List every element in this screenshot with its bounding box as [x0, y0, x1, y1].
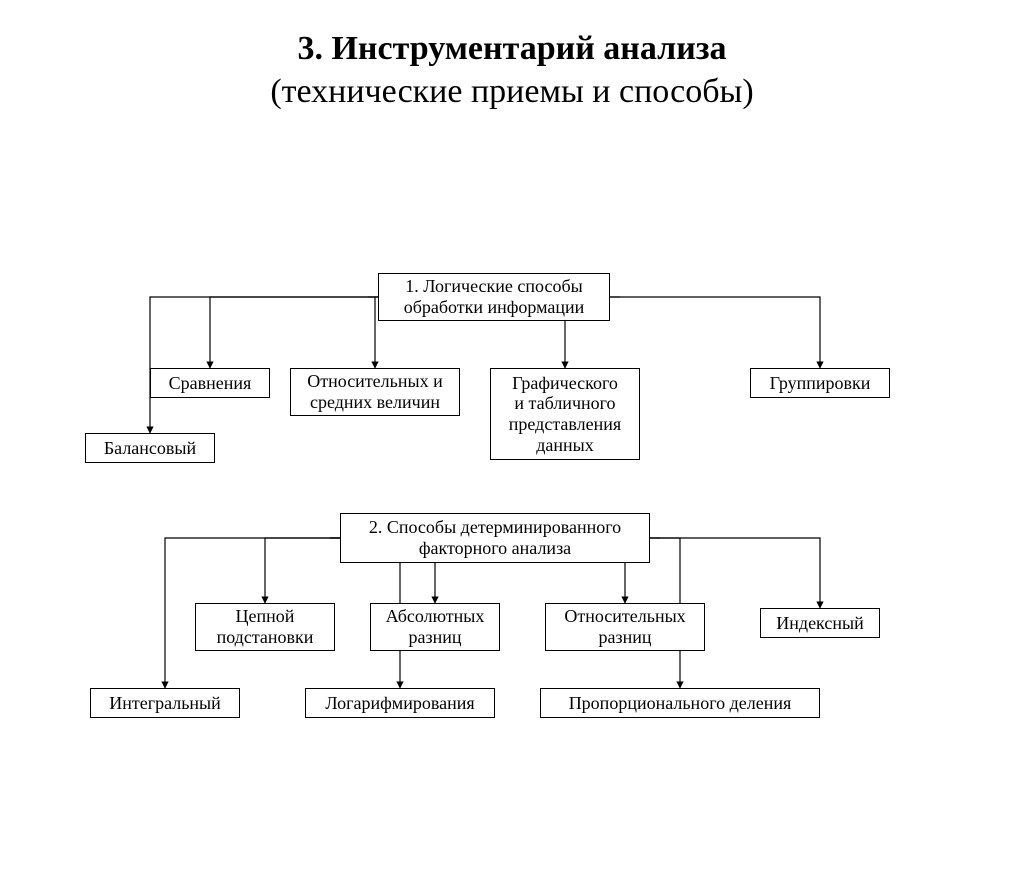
- diagram-stage: 1. Логические способыобработки информаци…: [0, 113, 1024, 880]
- node-g2-root: 2. Способы детерминированногофакторного …: [340, 513, 650, 563]
- node-g1-c4: Группировки: [750, 368, 890, 398]
- node-g2-c7: Пропорционального деления: [540, 688, 820, 718]
- edge-g2-root-to-g2-c1: [265, 538, 340, 603]
- node-g2-c2: Абсолютныхразниц: [370, 603, 500, 651]
- title-line-1: 3. Инструментарий анализа: [0, 28, 1024, 71]
- node-g2-c4: Индексный: [760, 608, 880, 638]
- edge-g1-root-to-g1-c1: [210, 297, 378, 368]
- title-line-2: (технические приемы и способы): [0, 71, 1024, 114]
- edge-layer: [0, 113, 1024, 880]
- node-g1-c3: Графическогои табличногопредставлениядан…: [490, 368, 640, 460]
- node-g2-c5: Интегральный: [90, 688, 240, 718]
- edge-g1-root-to-g1-c2: [368, 297, 378, 368]
- page-title: 3. Инструментарий анализа (технические п…: [0, 0, 1024, 113]
- node-g2-c1: Цепнойподстановки: [195, 603, 335, 651]
- node-g2-c6: Логарифмирования: [305, 688, 495, 718]
- node-g1-c1: Сравнения: [150, 368, 270, 398]
- edge-g2-root-to-g2-c4: [650, 538, 820, 608]
- node-g2-c3: Относительныхразниц: [545, 603, 705, 651]
- edge-g1-root-to-g1-c4: [610, 297, 820, 368]
- node-g1-c5: Балансовый: [85, 433, 215, 463]
- node-g1-c2: Относительных исредних величин: [290, 368, 460, 416]
- node-g1-root: 1. Логические способыобработки информаци…: [378, 273, 610, 321]
